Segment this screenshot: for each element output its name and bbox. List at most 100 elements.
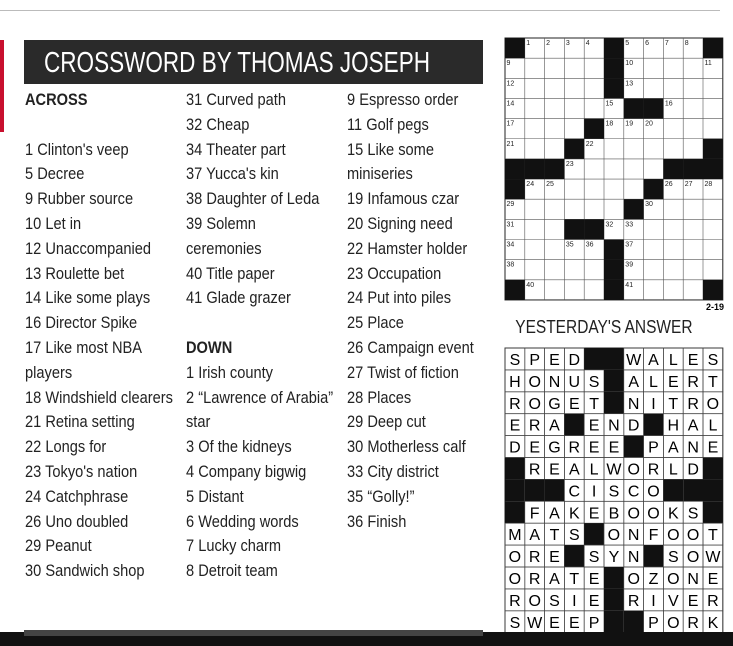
answer-letter: F [649, 527, 659, 544]
clue-number: 34 [186, 139, 203, 159]
clue: 29 Peanut [25, 534, 173, 559]
block-cell [703, 479, 723, 502]
cell-number: 4 [586, 40, 590, 47]
block-cell [604, 78, 624, 99]
answer-letter: O [509, 571, 521, 588]
clue-text: Solemn ceremonies [186, 213, 262, 258]
clue-text: “Golly!” [367, 486, 415, 506]
answer-letter: W [705, 549, 721, 566]
cell-number: 14 [507, 100, 515, 107]
answer-letter: I [651, 396, 655, 413]
cell-number: 25 [546, 181, 554, 188]
clue: 33 City district [347, 460, 495, 485]
cell-number: 10 [625, 60, 633, 67]
answer-letter: R [529, 571, 541, 588]
answer-letter: R [509, 593, 521, 610]
cell-number: 9 [507, 60, 511, 67]
clue: 7 Lucky charm [186, 534, 334, 559]
clue: 8 Detroit team [186, 559, 334, 584]
answer-letter: O [627, 461, 639, 478]
clue-text: “Lawrence of Arabia” star [186, 387, 334, 432]
clue-number: 39 [186, 213, 203, 233]
clue: 14 Like some plays [25, 286, 173, 311]
section-heading: DOWN [186, 337, 233, 357]
block-cell [505, 479, 525, 502]
clue-text: Daughter of Leda [206, 189, 320, 209]
block-cell [584, 523, 604, 546]
clue: 10 Let in [25, 212, 173, 237]
block-cell [703, 138, 723, 159]
clue-text: Distant [198, 486, 244, 506]
clue-number: 1 [186, 362, 195, 382]
answer-letter: S [549, 593, 560, 610]
block-cell [505, 279, 525, 300]
answer-letter: P [589, 615, 600, 632]
clue-text: Places [367, 387, 412, 407]
clue-number: 11 [347, 114, 363, 134]
answer-letter: R [628, 593, 640, 610]
answer-letter: N [687, 440, 699, 457]
answer-letter: D [628, 418, 640, 435]
answer-letter: V [668, 593, 679, 610]
answer-letter: E [589, 593, 600, 610]
clue-text: Detroit team [198, 561, 278, 581]
clue-number: 18 [25, 387, 42, 407]
answer-letter: E [589, 505, 600, 522]
clue-number: 22 [347, 238, 364, 258]
answer-letter: T [708, 374, 718, 391]
clue: 21 Retina setting [25, 410, 173, 435]
block-cell [623, 610, 644, 633]
answer-letter: N [608, 418, 620, 435]
clue-number: 31 [186, 90, 203, 109]
answer-letter: O [528, 374, 540, 391]
cell-number: 38 [507, 262, 515, 269]
block-cell [505, 158, 525, 180]
clue-text: Deep cut [367, 412, 426, 432]
cell-number: 34 [507, 242, 515, 249]
clue-number: 37 [186, 164, 203, 184]
clue-text: Twist of fiction [367, 362, 459, 382]
clue: 23 Tokyo's nation [25, 460, 173, 485]
clue-number: 17 [25, 337, 42, 357]
answer-letter: K [708, 615, 719, 632]
answer-letter: R [707, 593, 719, 610]
answer-letter: O [647, 505, 659, 522]
clue: 2 “Lawrence of Arabia” star [186, 386, 334, 436]
answer-letter: E [549, 615, 560, 632]
answer-letter: P [529, 352, 540, 369]
clue: 29 Deep cut [347, 410, 495, 435]
clue-number: 3 [186, 437, 195, 457]
clue-text: Catchphrase [45, 486, 129, 506]
cell-number: 41 [625, 282, 633, 289]
answer-letter: E [529, 440, 540, 457]
block-cell [604, 391, 624, 414]
answer-letter: O [627, 571, 639, 588]
answer-letter: S [668, 549, 679, 566]
cell-number: 12 [507, 80, 515, 87]
block-cell [564, 413, 585, 436]
block-cell [604, 38, 624, 59]
clue-text: Unaccompanied [45, 238, 152, 258]
cell-number: 31 [507, 221, 515, 228]
answer-letter: R [569, 440, 581, 457]
answer-letter: W [527, 615, 543, 632]
answer-letter: M [508, 527, 521, 544]
clue-text: Irish county [198, 362, 273, 382]
cell-number: 29 [507, 201, 515, 208]
cell-number: 24 [526, 181, 534, 188]
clue: 27 Twist of fiction [347, 361, 495, 386]
clue-number: 23 [25, 461, 42, 481]
block-cell [663, 158, 684, 180]
clue: 40 Title paper [186, 262, 334, 287]
answer-letter: S [510, 615, 521, 632]
answer-letter: K [569, 505, 580, 522]
answer-letter: L [669, 461, 678, 478]
clue: 9 Rubber source [25, 187, 173, 212]
answer-letter: O [667, 615, 679, 632]
block-cell [564, 545, 585, 567]
clue-number: 29 [347, 412, 364, 432]
clue-number: 14 [25, 288, 42, 308]
cell-number: 30 [645, 201, 653, 208]
